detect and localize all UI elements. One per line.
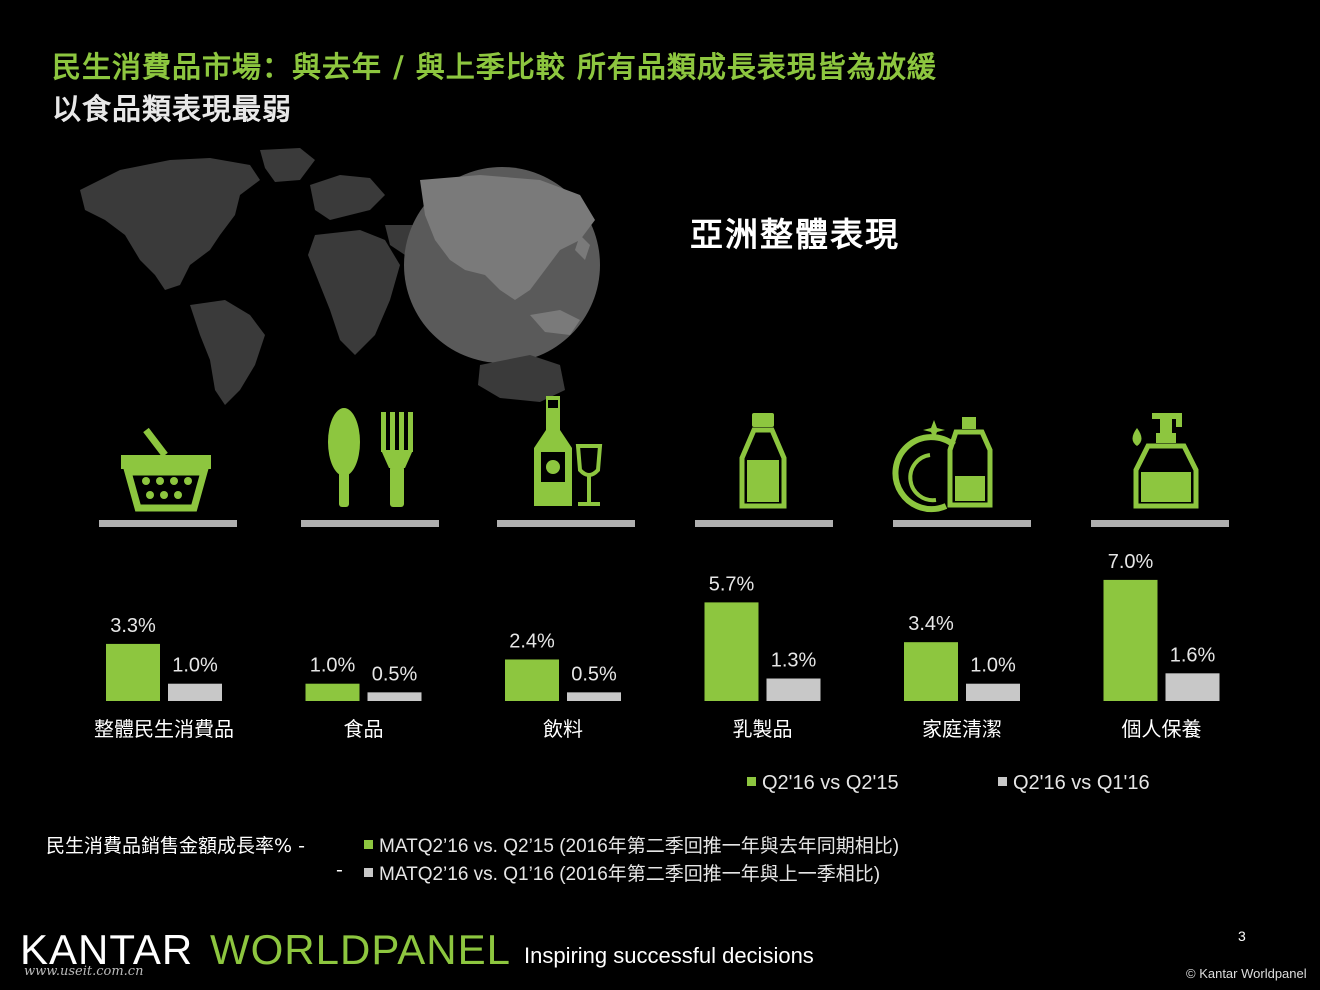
category-label: 乳製品	[733, 717, 793, 741]
legend-label: Q2'16 vs Q1'16	[1013, 772, 1150, 794]
milk-bottle-icon	[739, 413, 787, 509]
world-map-icon	[80, 148, 600, 405]
category-label: 家庭清潔	[922, 717, 1002, 741]
legend-item-series-1: Q2'16 vs Q2'15	[747, 772, 899, 795]
data-label: 5.7%	[709, 573, 755, 595]
brand-kantar-logo: KANTAR	[20, 926, 194, 973]
category-icons	[99, 396, 1229, 527]
data-label: 0.5%	[571, 663, 617, 685]
footnote-label: 民生消費品銷售金額成長率% -	[46, 835, 305, 857]
legend-swatch-gray	[998, 777, 1007, 787]
wine-bottle-glass-icon	[534, 396, 603, 506]
data-label: 1.3%	[771, 650, 817, 672]
bar-qoq	[567, 692, 621, 701]
region-title: 亞洲整體表現	[690, 215, 900, 254]
bar-yoy	[505, 659, 559, 701]
data-label: 1.0%	[172, 655, 218, 677]
spoon-fork-icon	[328, 408, 413, 507]
shopping-basket-icon	[121, 427, 211, 512]
bar-yoy	[305, 683, 360, 701]
page-title: 民生消費品市場：與去年 / 與上季比較 所有品類成長表現皆為放緩	[52, 50, 937, 84]
bar-qoq	[168, 683, 222, 701]
bar-yoy	[1103, 579, 1158, 701]
data-label: 1.0%	[310, 655, 356, 677]
bar-qoq	[367, 692, 422, 701]
legend-label: Q2'16 vs Q2'15	[762, 772, 899, 794]
data-label: 7.0%	[1108, 551, 1154, 573]
footnote-swatch-green	[364, 840, 373, 850]
footnote-swatch-gray	[364, 868, 373, 878]
data-label: 2.4%	[509, 630, 555, 652]
data-label: 1.6%	[1170, 644, 1216, 666]
data-label: 0.5%	[372, 663, 418, 685]
bar-yoy	[704, 602, 759, 701]
category-label: 飲料	[543, 717, 583, 741]
bar-qoq	[1165, 673, 1220, 701]
bar-qoq	[766, 678, 821, 701]
footnote-line-2: MATQ2’16 vs. Q1’16 (2016年第二季回推一年與上一季相比)	[364, 859, 880, 886]
copyright: © Kantar Worldpanel	[1186, 966, 1307, 981]
category-label: 食品	[344, 717, 384, 741]
footnote-dash: -	[336, 859, 343, 881]
bar-yoy	[904, 642, 958, 701]
brand-worldpanel-logo: WORLDPANEL	[210, 926, 511, 973]
lotion-pump-icon	[1132, 413, 1199, 509]
bar-qoq	[966, 683, 1020, 701]
category-label: 整體民生消費品	[94, 717, 234, 741]
growth-bar-chart: 3.3% 1.0% 整體民生消費品 1.0% 0.5% 食品 2.4% 0.5% 飲料 5.7% 1…	[94, 551, 1220, 741]
data-label: 3.3%	[110, 615, 156, 637]
footnote-text: MATQ2’16 vs. Q2’15 (2016年第二季回推一年與去年同期相比)	[379, 836, 900, 857]
page-number: 3	[1238, 928, 1246, 944]
data-label: 1.0%	[970, 655, 1016, 677]
legend-swatch-green	[747, 777, 756, 787]
brand-tagline: Inspiring successful decisions	[524, 943, 814, 968]
legend-item-series-2: Q2'16 vs Q1'16	[998, 772, 1150, 795]
footnote-text: MATQ2’16 vs. Q1’16 (2016年第二季回推一年與上一季相比)	[379, 864, 881, 885]
page-subtitle: 以食品類表現最弱	[52, 92, 293, 126]
bar-yoy	[106, 643, 160, 701]
data-label: 3.4%	[908, 613, 954, 635]
category-label: 個人保養	[1122, 717, 1202, 741]
dish-detergent-icon	[892, 417, 993, 513]
footnote-line-1: MATQ2’16 vs. Q2’15 (2016年第二季回推一年與去年同期相比)	[364, 831, 899, 858]
category-separators	[99, 520, 1229, 527]
watermark: www.useit.com.cn	[24, 964, 144, 979]
